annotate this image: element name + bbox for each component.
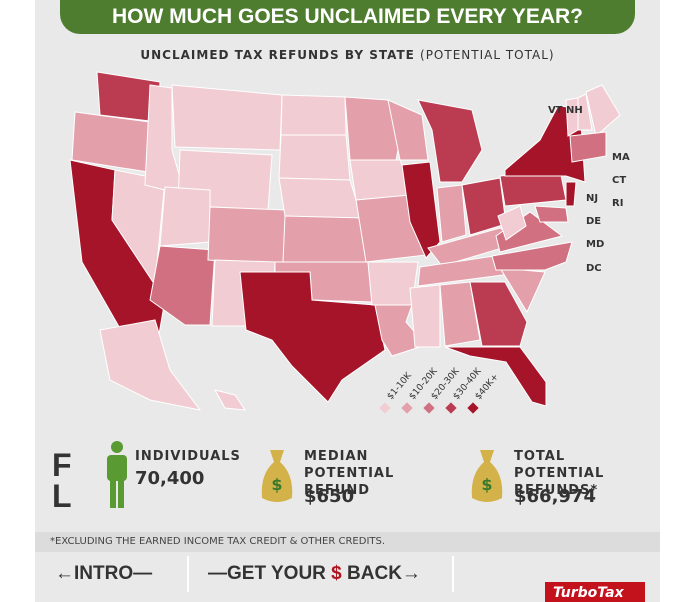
stat-value: 70,400 [135,468,205,489]
state-region [491,241,573,271]
state-region [439,281,481,347]
stat-label: INDIVIDUALS [135,449,241,464]
nav-forward-prefix[interactable]: GET YOUR [227,563,326,584]
nav-forward[interactable]: —GET YOUR $ BACK→ [208,563,421,584]
state-label: NJ [586,193,598,204]
stat-value: $650 [304,486,355,507]
map-title-text: UNCLAIMED TAX REFUNDS BY STATE [140,48,415,62]
state-region [469,281,528,347]
stat-value: $66,974 [514,486,596,507]
map-title: UNCLAIMED TAX REFUNDS BY STATE (POTENTIA… [35,48,660,62]
svg-text:$: $ [481,475,492,494]
svg-text:$: $ [271,475,282,494]
state-region [207,206,288,266]
state-region [461,177,507,236]
logo: TurboTax [545,582,645,602]
state-label: MD [586,239,604,250]
map-subtitle: (POTENTIAL TOTAL) [420,48,555,62]
state-region [409,284,441,348]
nav-forward-highlight[interactable]: $ [331,563,342,584]
state-label: VT [548,105,563,116]
legend-swatch [467,402,479,414]
state-region [239,271,386,403]
state-region [497,205,527,241]
state-label: MA [612,152,630,163]
state-region [585,84,621,137]
divider [452,556,454,592]
header-title: HOW MUCH GOES UNCLAIMED EVERY YEAR? [60,0,635,34]
state-region [144,84,186,196]
stat-label: MEDIAN POTENTIAL REFUND [304,449,395,498]
stat-label: TOTAL POTENTIAL REFUNDS* [514,449,605,498]
nav-back[interactable]: ←INTRO— [55,563,153,584]
state-region [99,319,202,411]
state-region [417,99,483,183]
state-region [159,186,211,247]
legend-swatch [445,402,457,414]
moneybag-icon: $ [261,450,293,502]
legend-swatch [423,402,435,414]
person-icon [107,441,127,508]
state-region [282,215,368,263]
footnote: *EXCLUDING THE EARNED INCOME TAX CREDIT … [35,532,660,552]
map: VT NHMACTRINJDEMDDC$1-10K$10-20K$20-30K$3… [69,71,630,414]
state-region [387,99,429,161]
state-region [149,245,216,326]
state-label: DC [586,263,602,274]
state-region [565,181,577,207]
state-region [278,177,363,221]
state-region [436,184,467,243]
divider [187,556,189,592]
nav-back-text[interactable]: INTRO [74,563,134,584]
state-label: CT [612,175,626,186]
legend-swatch [401,402,413,414]
state-label: RI [612,198,623,209]
state-region [280,94,347,136]
nav-forward-suffix[interactable]: BACK [347,563,402,584]
state-region [565,97,579,137]
state-label: DE [586,216,601,227]
state-region [534,205,569,223]
state-code: FL [52,447,72,514]
state-region [444,346,547,407]
moneybag-icon: $ [471,450,503,502]
state-region [577,93,593,131]
state-region [171,84,283,151]
state-region [569,131,607,163]
state-region [214,389,247,411]
state-region [278,134,351,181]
legend-swatch [379,402,391,414]
state-label: NH [566,105,583,116]
